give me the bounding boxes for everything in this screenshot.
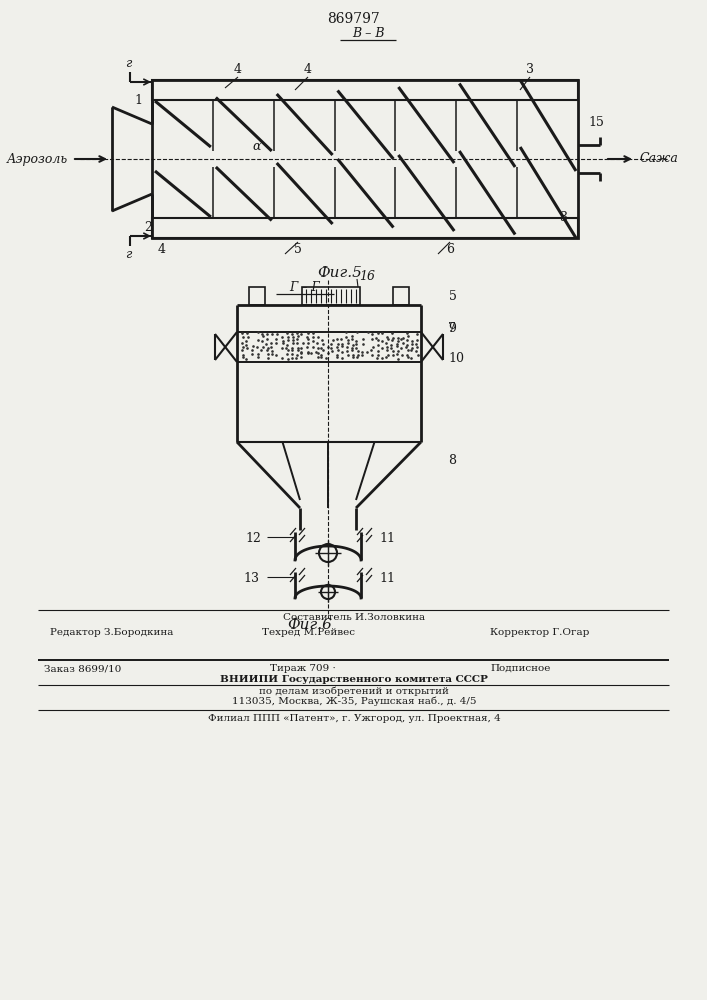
Text: 3: 3 <box>526 63 534 76</box>
Text: 3: 3 <box>560 211 568 224</box>
Text: В – В: В – В <box>352 27 384 40</box>
Text: 7: 7 <box>448 322 456 336</box>
Bar <box>393 287 409 305</box>
Text: Сажа: Сажа <box>640 152 679 165</box>
Text: 8: 8 <box>448 454 456 466</box>
Text: Аэрозоль: Аэрозоль <box>7 152 68 165</box>
Text: Корректор Г.Огар: Корректор Г.Огар <box>490 628 590 637</box>
Text: Г – Г: Г – Г <box>290 281 320 294</box>
Bar <box>152 80 578 238</box>
Text: по делам изобретений и открытий: по делам изобретений и открытий <box>259 686 449 696</box>
Text: Фиг.6: Фиг.6 <box>288 618 332 632</box>
Text: 5: 5 <box>449 290 457 302</box>
Text: 11: 11 <box>379 572 395 584</box>
Text: 11: 11 <box>379 532 395 544</box>
Text: 5: 5 <box>294 243 302 256</box>
Text: α: α <box>252 140 260 153</box>
Text: 13: 13 <box>243 572 259 584</box>
Text: 6: 6 <box>446 243 454 256</box>
Text: Фиг.5: Фиг.5 <box>317 266 363 280</box>
Text: 15: 15 <box>588 116 604 129</box>
Text: Тираж 709 ·: Тираж 709 · <box>270 664 336 673</box>
Text: Подписное: Подписное <box>490 664 550 673</box>
Text: 1: 1 <box>134 94 142 107</box>
Text: 4: 4 <box>304 63 312 76</box>
Text: 2: 2 <box>144 221 152 234</box>
Text: Заказ 8699/10: Заказ 8699/10 <box>44 664 122 673</box>
Text: 4: 4 <box>158 243 166 256</box>
Bar <box>302 287 360 305</box>
Text: Составитель И.Золовкина: Составитель И.Золовкина <box>283 613 425 622</box>
Text: Редактор З.Бородкина: Редактор З.Бородкина <box>50 628 173 637</box>
Text: 4: 4 <box>234 63 242 76</box>
Bar <box>152 218 578 238</box>
Bar <box>249 287 265 305</box>
Text: 9: 9 <box>448 322 456 334</box>
Text: г: г <box>125 57 132 70</box>
Text: 113035, Москва, Ж-35, Раушская наб., д. 4/5: 113035, Москва, Ж-35, Раушская наб., д. … <box>232 697 477 706</box>
Text: Филиал ППП «Патент», г. Ужгород, ул. Проектная, 4: Филиал ППП «Патент», г. Ужгород, ул. Про… <box>208 714 501 723</box>
Text: 16: 16 <box>359 270 375 284</box>
Text: 12: 12 <box>245 532 261 544</box>
Text: 10: 10 <box>448 352 464 364</box>
Bar <box>152 80 578 100</box>
Text: Техред М.Рейвес: Техред М.Рейвес <box>262 628 355 637</box>
Text: г: г <box>125 248 132 261</box>
Text: ВНИИПИ Государственного комитета СССР: ВНИИПИ Государственного комитета СССР <box>220 675 488 684</box>
Text: 869797: 869797 <box>327 12 380 26</box>
